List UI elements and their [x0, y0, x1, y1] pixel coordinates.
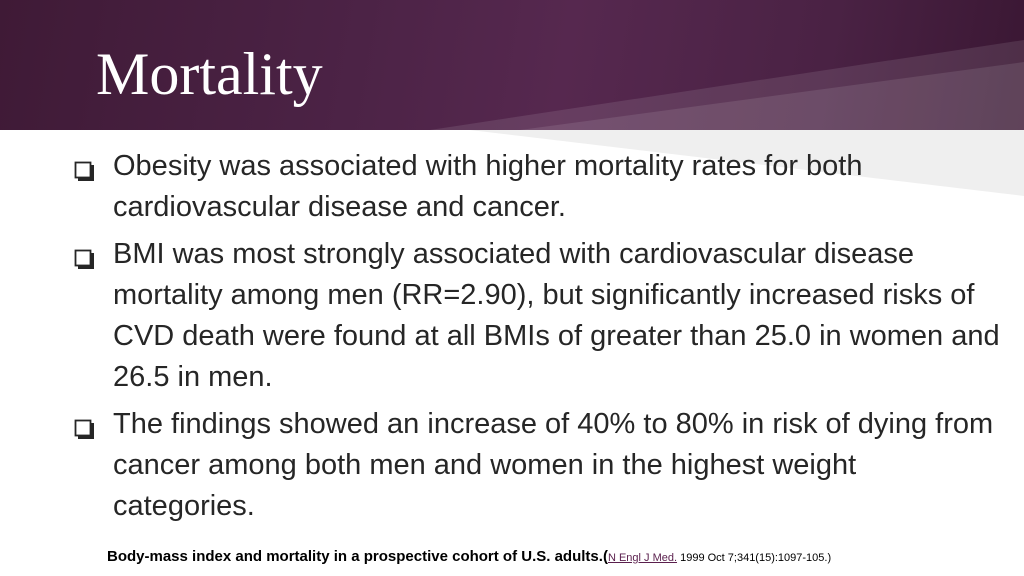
checkbox-icon — [74, 249, 94, 269]
checkbox-icon — [74, 161, 94, 181]
slide-title: Mortality — [96, 41, 323, 107]
title-banner — [0, 0, 1024, 130]
checkbox-icon — [74, 419, 94, 439]
citation-open-paren: ( — [602, 548, 608, 565]
bullet-text: Obesity was associated with higher morta… — [113, 150, 863, 223]
bullet-list: Obesity was associated with higher morta… — [72, 146, 1002, 533]
journal-link[interactable]: N Engl J Med. — [607, 552, 678, 564]
bullet-text: BMI was most strongly associated with ca… — [113, 238, 1000, 393]
citation-reference: 1999 Oct 7;341(15):1097-105.) — [677, 552, 832, 564]
citation-title: Body-mass index and mortality in a prosp… — [107, 548, 603, 565]
bullet-item: Obesity was associated with higher morta… — [72, 146, 1002, 228]
citation: Body-mass index and mortality in a prosp… — [107, 548, 831, 567]
bullet-text: The findings showed an increase of 40% t… — [113, 408, 994, 522]
bullet-item: The findings showed an increase of 40% t… — [72, 404, 1002, 527]
banner-swoosh-decoration — [430, 40, 1024, 196]
bullet-item: BMI was most strongly associated with ca… — [72, 234, 1002, 398]
